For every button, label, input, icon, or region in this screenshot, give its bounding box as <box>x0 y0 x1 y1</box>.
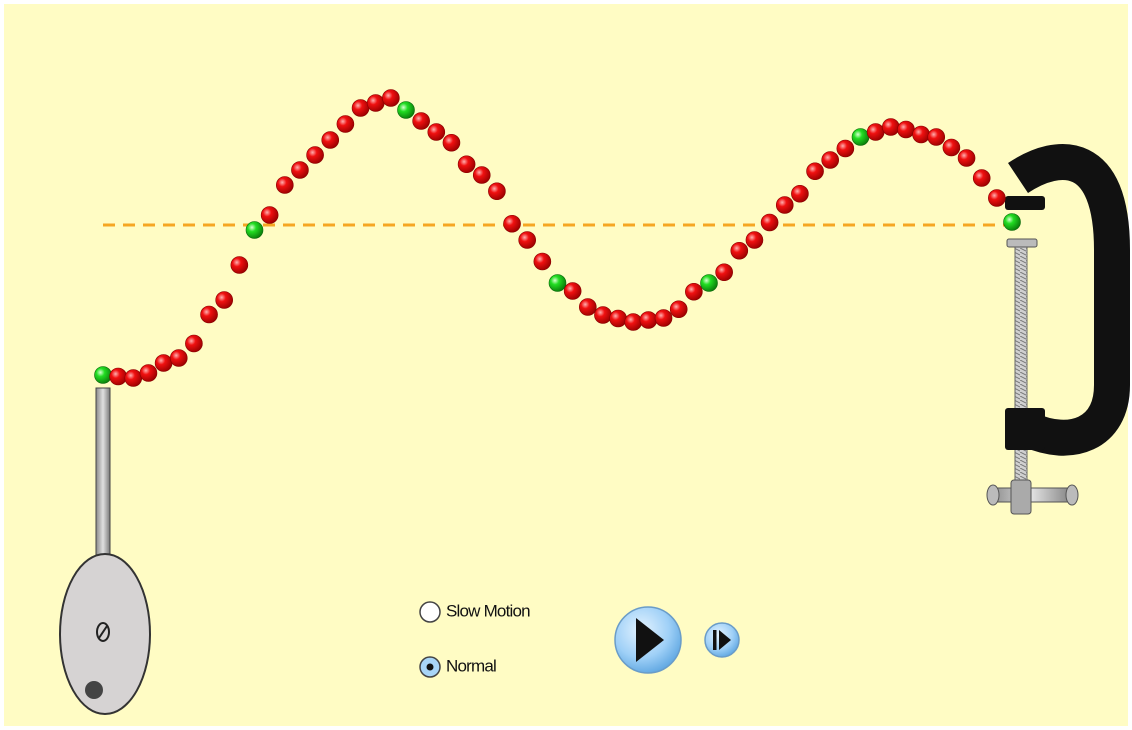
bead <box>95 367 112 384</box>
radio-label: Normal <box>446 656 496 675</box>
bead <box>337 116 354 133</box>
bead <box>322 132 339 149</box>
bead <box>504 215 521 232</box>
bead <box>125 370 142 387</box>
bead <box>549 275 566 292</box>
bead <box>367 95 384 112</box>
bead <box>488 183 505 200</box>
bead <box>640 312 657 329</box>
bead <box>594 307 611 324</box>
sim-stage: Slow Motion Normal <box>0 0 1132 730</box>
bead <box>928 129 945 146</box>
bead <box>185 335 202 352</box>
play-button[interactable] <box>615 607 681 673</box>
bead <box>761 214 778 231</box>
bead <box>201 306 218 323</box>
bead <box>231 257 248 274</box>
bead <box>973 170 990 187</box>
bead <box>352 100 369 117</box>
speed-radio-normal[interactable]: Normal <box>420 656 496 677</box>
bead <box>443 134 460 151</box>
speed-radio-slow[interactable]: Slow Motion <box>420 601 530 622</box>
bead <box>246 222 263 239</box>
bead <box>670 301 687 318</box>
bead <box>428 124 445 141</box>
bead <box>564 283 581 300</box>
bead <box>791 185 808 202</box>
bead <box>867 124 884 141</box>
bead <box>216 292 233 309</box>
bead <box>822 152 839 169</box>
bead <box>534 253 551 270</box>
bead <box>140 365 157 382</box>
bead <box>398 102 415 119</box>
bead <box>958 150 975 167</box>
bead <box>110 368 127 385</box>
bead <box>807 163 824 180</box>
bead <box>882 119 899 136</box>
bead <box>716 264 733 281</box>
bead <box>610 310 627 327</box>
bead <box>988 190 1005 207</box>
bead <box>837 140 854 157</box>
step-button[interactable] <box>705 623 739 657</box>
bead <box>913 126 930 143</box>
bead <box>579 299 596 316</box>
bead <box>458 156 475 173</box>
radio-label: Slow Motion <box>446 601 530 620</box>
bead <box>943 139 960 156</box>
bead <box>276 177 293 194</box>
bead <box>1004 214 1021 231</box>
bead <box>897 121 914 138</box>
bead <box>519 232 536 249</box>
bead <box>307 147 324 164</box>
bead <box>852 129 869 146</box>
bead <box>731 242 748 259</box>
bead <box>701 275 718 292</box>
background <box>4 4 1128 726</box>
bead <box>746 232 763 249</box>
bead <box>261 207 278 224</box>
bead <box>473 167 490 184</box>
bead <box>170 350 187 367</box>
bead <box>685 283 702 300</box>
bead <box>655 310 672 327</box>
bead <box>413 113 430 130</box>
bead <box>625 314 642 331</box>
bead <box>382 90 399 107</box>
bead <box>776 197 793 214</box>
bead <box>291 162 308 179</box>
bead <box>155 355 172 372</box>
